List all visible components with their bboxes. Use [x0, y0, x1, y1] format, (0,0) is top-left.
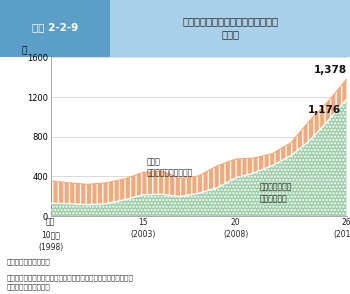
Text: 農業水利施設における突発事故の発
生状況: 農業水利施設における突発事故の発 生状況 — [182, 16, 278, 39]
Text: (2003): (2003) — [131, 230, 156, 239]
Text: 注：施設の管理者（国、都道府県、市町村、土地改良区等）に対
　　する聞き取り調査: 注：施設の管理者（国、都道府県、市町村、土地改良区等）に対 する聞き取り調査 — [7, 275, 134, 290]
Text: 資料：農林水産省調べ: 資料：農林水産省調べ — [7, 259, 51, 265]
Text: 10年度: 10年度 — [41, 230, 60, 239]
Text: 件: 件 — [21, 47, 27, 56]
Text: 平成: 平成 — [46, 218, 55, 227]
Text: 1,378: 1,378 — [313, 65, 346, 75]
Text: 図表 2-2-9: 図表 2-2-9 — [32, 23, 78, 33]
Text: (2014): (2014) — [334, 230, 350, 239]
Bar — [110, 0, 350, 57]
Text: 経年的な劣化・
局部的な劣化: 経年的な劣化・ 局部的な劣化 — [260, 183, 292, 203]
Bar — [0, 0, 110, 57]
Text: (2008): (2008) — [223, 230, 248, 239]
Text: (1998): (1998) — [38, 243, 63, 252]
Text: 1,176: 1,176 — [308, 105, 341, 115]
Text: 26: 26 — [342, 218, 350, 227]
Text: 20: 20 — [231, 218, 240, 227]
Text: 15: 15 — [138, 218, 148, 227]
Text: その他
（降雨、地盤沈下等）: その他 （降雨、地盤沈下等） — [147, 157, 193, 178]
